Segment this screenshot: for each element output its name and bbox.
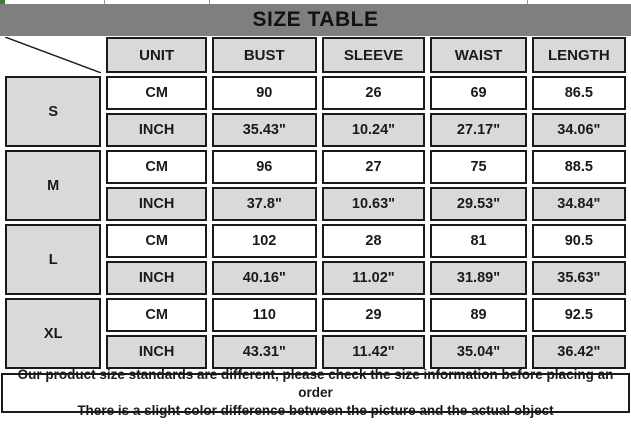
unit-label-cm: CM: [106, 150, 207, 184]
value-cell: 36.42": [531, 335, 626, 369]
unit-label-cm: CM: [106, 298, 207, 332]
diagonal-line-icon: [5, 37, 102, 73]
unit-label-inch: INCH: [106, 335, 207, 369]
col-header-bust: BUST: [211, 37, 317, 73]
table-row-xl-cm: XL CM 110 29 89 92.5: [5, 298, 626, 369]
value-cell: 81: [430, 224, 527, 258]
col-header-sleeve: SLEEVE: [321, 37, 426, 73]
header-row: UNIT BUST SLEEVE WAIST LENGTH: [5, 37, 626, 73]
value-cell: 31.89": [430, 261, 527, 295]
page-title: SIZE TABLE: [0, 4, 631, 36]
value-cell: 92.5: [531, 298, 626, 332]
value-cell: 34.84": [531, 187, 626, 221]
table-row-s-inch: INCH 35.43" 10.24" 27.17" 34.06": [5, 113, 626, 147]
value-cell: 28: [321, 224, 426, 258]
table-row-l-inch: INCH 40.16" 11.02" 31.89" 35.63": [5, 261, 626, 295]
unit-label-inch: INCH: [106, 113, 207, 147]
size-table: UNIT BUST SLEEVE WAIST LENGTH S CM 90 26…: [0, 34, 631, 372]
value-cell: 110: [211, 298, 317, 332]
grid-tick: [527, 0, 528, 4]
value-cell: 27: [321, 150, 426, 184]
unit-label-cm: CM: [106, 76, 207, 110]
value-cell: 10.24": [321, 113, 426, 147]
value-cell: 11.42": [321, 335, 426, 369]
grid-tick: [104, 0, 105, 4]
value-cell: 29: [321, 298, 426, 332]
green-corner-mark: [0, 0, 5, 4]
value-cell: 90.5: [531, 224, 626, 258]
size-label-m: M: [5, 150, 102, 221]
col-header-waist: WAIST: [430, 37, 527, 73]
unit-label-inch: INCH: [106, 261, 207, 295]
col-header-length: LENGTH: [531, 37, 626, 73]
value-cell: 26: [321, 76, 426, 110]
col-header-unit: UNIT: [106, 37, 207, 73]
value-cell: 27.17": [430, 113, 527, 147]
value-cell: 86.5: [531, 76, 626, 110]
value-cell: 11.02": [321, 261, 426, 295]
table-row-m-cm: M CM 96 27 75 88.5: [5, 150, 626, 221]
diagonal-corner-cell: [5, 37, 102, 73]
value-cell: 10.63": [321, 187, 426, 221]
value-cell: 35.43": [211, 113, 317, 147]
value-cell: 40.16": [211, 261, 317, 295]
value-cell: 75: [430, 150, 527, 184]
size-label-s: S: [5, 76, 102, 147]
table-row-xl-inch: INCH 43.31" 11.42" 35.04" 36.42": [5, 335, 626, 369]
value-cell: 69: [430, 76, 527, 110]
disclaimer-line-2: There is a slight color difference betwe…: [77, 403, 554, 419]
table-row-s-cm: S CM 90 26 69 86.5: [5, 76, 626, 147]
value-cell: 88.5: [531, 150, 626, 184]
top-grid-remnant: [0, 0, 631, 4]
value-cell: 102: [211, 224, 317, 258]
value-cell: 35.04": [430, 335, 527, 369]
grid-tick: [209, 0, 210, 4]
value-cell: 34.06": [531, 113, 626, 147]
table-row-m-inch: INCH 37.8" 10.63" 29.53" 34.84": [5, 187, 626, 221]
disclaimer-line-1: Our product size standards are different…: [17, 366, 614, 400]
value-cell: 29.53": [430, 187, 527, 221]
size-label-l: L: [5, 224, 102, 295]
value-cell: 96: [211, 150, 317, 184]
value-cell: 35.63": [531, 261, 626, 295]
unit-label-cm: CM: [106, 224, 207, 258]
unit-label-inch: INCH: [106, 187, 207, 221]
table-row-l-cm: L CM 102 28 81 90.5: [5, 224, 626, 295]
value-cell: 90: [211, 76, 317, 110]
disclaimer-note: Our product size standards are different…: [1, 367, 630, 418]
value-cell: 37.8": [211, 187, 317, 221]
size-label-xl: XL: [5, 298, 102, 369]
value-cell: 89: [430, 298, 527, 332]
value-cell: 43.31": [211, 335, 317, 369]
